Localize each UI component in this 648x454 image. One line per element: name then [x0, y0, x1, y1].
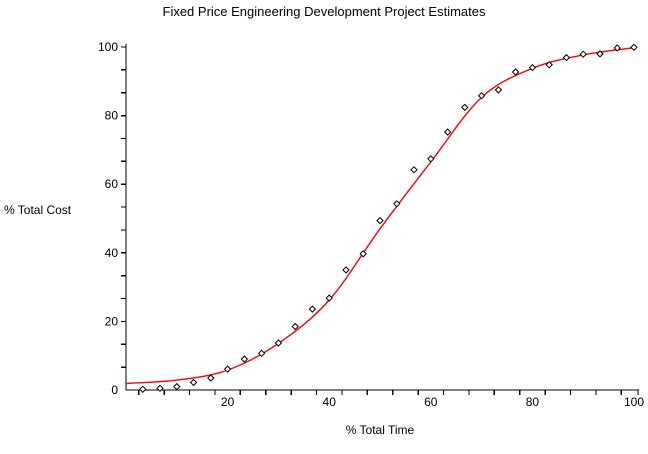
data-point-marker: [240, 355, 249, 363]
y-tick-label: 100: [98, 40, 118, 54]
data-point-marker: [189, 378, 198, 387]
x-axis-title: % Total Time: [345, 423, 415, 437]
data-point-marker: [562, 53, 571, 62]
data-point-marker: [325, 294, 333, 302]
data-point-marker: [156, 384, 164, 393]
data-point-marker: [359, 250, 367, 258]
data-point-marker: [342, 266, 350, 274]
data-point-marker: [376, 216, 384, 225]
data-point-marker: [494, 86, 503, 94]
data-point-marker: [427, 155, 435, 163]
data-point-marker: [511, 68, 520, 76]
data-point-marker: [173, 382, 181, 391]
data-point-marker: [291, 322, 299, 331]
data-point-marker: [410, 166, 418, 174]
x-tick-label: 100: [624, 395, 644, 409]
data-point-marker: [613, 44, 621, 52]
data-point-marker: [461, 103, 469, 112]
data-point-marker: [545, 61, 553, 69]
data-point-marker: [308, 305, 317, 313]
chart-title: Fixed Price Engineering Development Proj…: [162, 4, 486, 19]
y-tick-label: 40: [105, 246, 119, 260]
data-point-marker: [257, 349, 266, 358]
data-point-marker: [596, 50, 604, 58]
data-point-marker: [393, 200, 401, 208]
data-point-marker: [579, 50, 587, 58]
data-point-marker: [274, 339, 283, 347]
data-point-marker: [630, 43, 638, 52]
y-axis-title: % Total Cost: [4, 203, 72, 217]
data-point-marker: [477, 91, 486, 100]
data-point-marker: [528, 63, 537, 72]
y-tick-label: 60: [105, 177, 119, 191]
data-point-marker: [443, 128, 452, 136]
fitted-curve: [125, 47, 635, 385]
y-tick-label: 20: [105, 314, 119, 328]
x-tick-label: 20: [221, 395, 235, 409]
data-point-marker: [207, 374, 215, 382]
y-tick-label: 0: [111, 383, 118, 397]
data-point-marker: [139, 385, 147, 394]
x-tick-label: 80: [526, 395, 540, 409]
x-tick-label: 40: [323, 395, 337, 409]
y-tick-label: 80: [105, 109, 119, 123]
data-point-marker: [223, 365, 232, 373]
x-tick-label: 60: [424, 395, 438, 409]
